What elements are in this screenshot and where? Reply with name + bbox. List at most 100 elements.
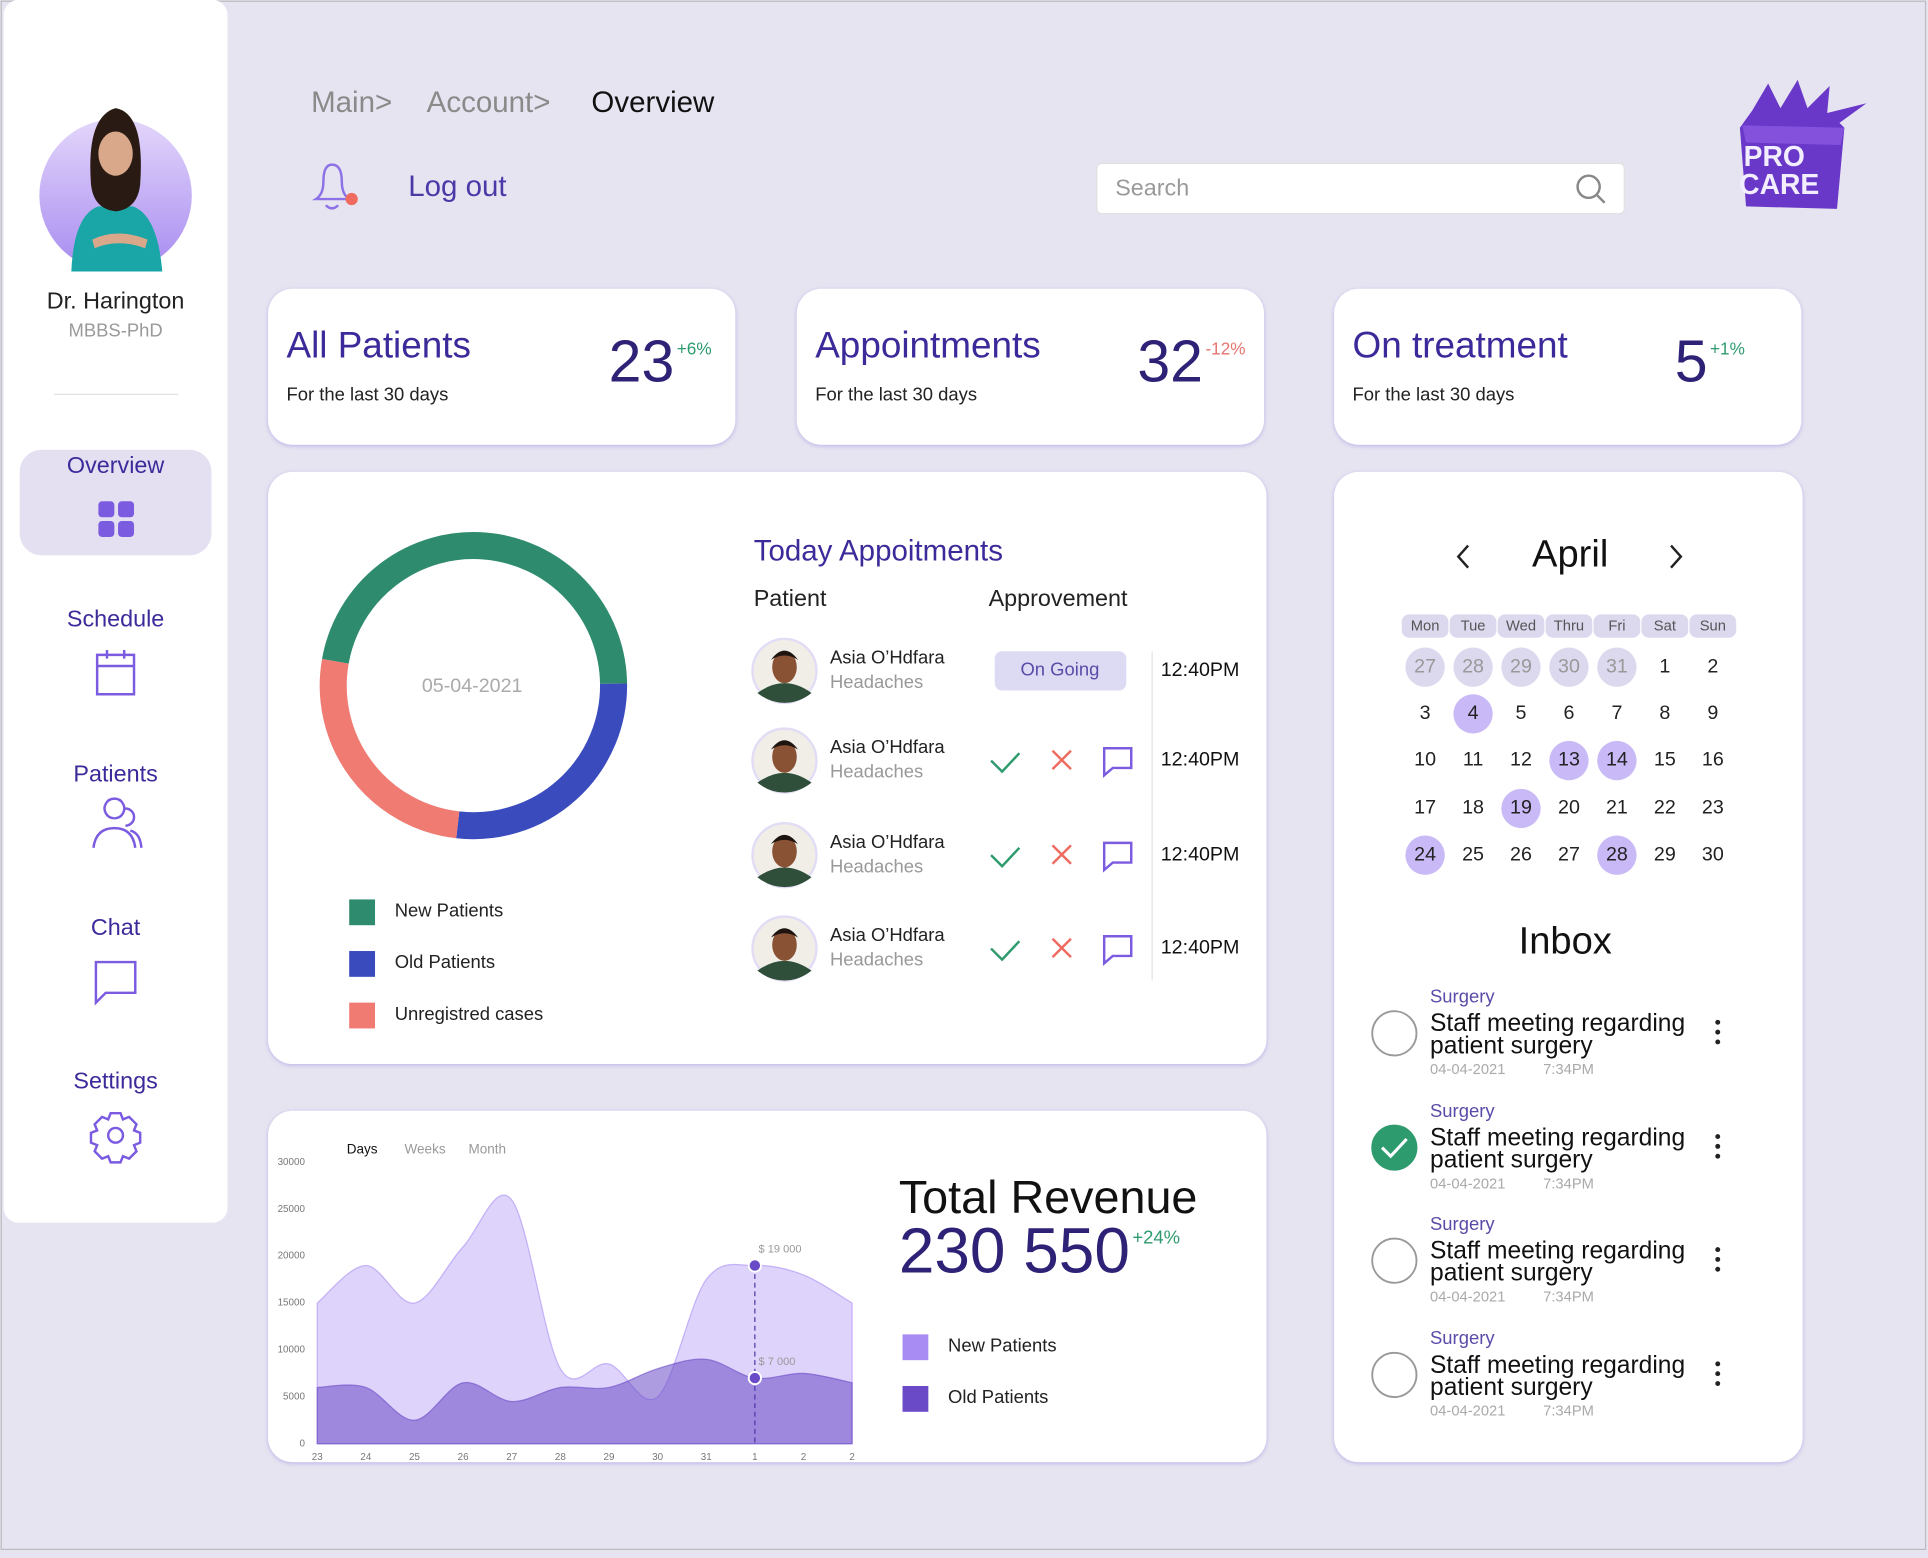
- menu-dot[interactable]: [1715, 1381, 1721, 1386]
- day[interactable]: 19: [1510, 797, 1532, 819]
- day[interactable]: 3: [1420, 702, 1431, 724]
- day[interactable]: 6: [1563, 702, 1574, 724]
- x-tick-label: 24: [360, 1452, 371, 1463]
- avatar-hair: [770, 650, 799, 660]
- calendar-card: [1334, 471, 1803, 1463]
- day[interactable]: 26: [1510, 843, 1532, 865]
- approve-button[interactable]: [990, 846, 1021, 869]
- menu-dot[interactable]: [1715, 1247, 1721, 1253]
- inbox-subject: patient surgery: [1430, 1260, 1593, 1287]
- period-tab[interactable]: Month: [468, 1142, 506, 1157]
- day[interactable]: 27: [1558, 843, 1580, 865]
- nav-icon: [89, 1111, 142, 1164]
- menu-dot[interactable]: [1715, 1371, 1721, 1377]
- logo-text: PRO: [1744, 140, 1805, 172]
- bell-icon[interactable]: [311, 163, 358, 210]
- day[interactable]: 27: [1414, 655, 1436, 677]
- patient-name: Asia O’Hdfara: [830, 924, 945, 945]
- day[interactable]: 1: [1659, 655, 1670, 677]
- status-circle[interactable]: [1371, 1237, 1418, 1284]
- reject-button[interactable]: [1051, 749, 1072, 771]
- day[interactable]: 21: [1606, 797, 1628, 819]
- day[interactable]: 25: [1462, 843, 1484, 865]
- day[interactable]: 11: [1463, 749, 1483, 771]
- menu-dot[interactable]: [1715, 1256, 1721, 1262]
- day[interactable]: 30: [1558, 655, 1580, 677]
- nav-item[interactable]: Chat: [91, 914, 141, 1006]
- menu-dot[interactable]: [1715, 1039, 1721, 1045]
- day[interactable]: 14: [1606, 749, 1628, 771]
- period-tab[interactable]: Days: [347, 1142, 378, 1157]
- weekday-bg: [1449, 614, 1497, 638]
- nav-item[interactable]: Settings: [73, 1068, 158, 1164]
- search-box[interactable]: [1096, 162, 1625, 215]
- breadcrumb[interactable]: Overview: [591, 86, 715, 119]
- menu-dot[interactable]: [1715, 1361, 1721, 1367]
- status-circle[interactable]: [1371, 1351, 1418, 1398]
- approve-button[interactable]: [990, 752, 1021, 774]
- inbox-time: 7:34PM: [1543, 1176, 1594, 1192]
- day[interactable]: 10: [1414, 749, 1436, 771]
- day[interactable]: 28: [1462, 655, 1484, 677]
- day[interactable]: 17: [1414, 797, 1436, 819]
- day[interactable]: 30: [1702, 843, 1724, 865]
- reject-button[interactable]: [1051, 937, 1072, 959]
- period-tab[interactable]: Weeks: [405, 1142, 446, 1157]
- day[interactable]: 8: [1659, 702, 1670, 724]
- day-highlight: [1597, 835, 1637, 875]
- appointment-time: 12:40PM: [1161, 659, 1240, 681]
- day[interactable]: 13: [1558, 749, 1580, 771]
- day-bg: [1453, 647, 1493, 687]
- day[interactable]: 7: [1611, 702, 1622, 724]
- day[interactable]: 20: [1558, 797, 1580, 819]
- nav-item[interactable]: Schedule: [67, 606, 164, 696]
- next-month[interactable]: [1670, 544, 1683, 569]
- stat-title: Appointments: [815, 324, 1040, 365]
- message-button[interactable]: [1102, 935, 1133, 966]
- day[interactable]: 2: [1707, 655, 1718, 677]
- nav-item[interactable]: Patients: [73, 760, 158, 848]
- reject-button[interactable]: [1051, 844, 1072, 865]
- weekday-bg: [1689, 614, 1737, 638]
- x-tick-label: 27: [506, 1452, 517, 1463]
- stat-card: [268, 288, 736, 445]
- breadcrumb[interactable]: Account>: [427, 86, 551, 119]
- nav-item[interactable]: Overview: [19, 449, 212, 556]
- day[interactable]: 24: [1414, 843, 1436, 865]
- day[interactable]: 5: [1516, 702, 1527, 724]
- menu-dot[interactable]: [1715, 1134, 1721, 1140]
- breadcrumb[interactable]: Main>: [311, 86, 392, 119]
- day[interactable]: 9: [1707, 702, 1718, 724]
- nav-icon: [95, 649, 136, 696]
- menu-dot[interactable]: [1715, 1153, 1721, 1159]
- revenue-total: 230 550: [899, 1215, 1130, 1287]
- status-circle[interactable]: [1371, 1124, 1418, 1171]
- day[interactable]: 4: [1468, 702, 1479, 724]
- day[interactable]: 12: [1510, 749, 1532, 771]
- day[interactable]: 29: [1510, 655, 1532, 677]
- stat-value: 32: [1137, 329, 1203, 395]
- day[interactable]: 16: [1702, 749, 1724, 771]
- day[interactable]: 29: [1654, 843, 1676, 865]
- status-circle[interactable]: [1371, 1010, 1418, 1057]
- menu-dot[interactable]: [1715, 1143, 1721, 1149]
- day[interactable]: 28: [1606, 843, 1628, 865]
- day[interactable]: 15: [1654, 749, 1676, 771]
- day[interactable]: 23: [1702, 797, 1724, 819]
- prev-month[interactable]: [1456, 544, 1470, 569]
- check-icon: [1380, 1137, 1408, 1159]
- x-tick-label: 2: [849, 1452, 854, 1463]
- menu-dot[interactable]: [1715, 1266, 1721, 1272]
- day[interactable]: 18: [1462, 797, 1484, 819]
- menu-dot[interactable]: [1715, 1029, 1721, 1035]
- logout[interactable]: Log out: [408, 170, 506, 203]
- approve-button[interactable]: [990, 940, 1021, 962]
- day[interactable]: 31: [1606, 655, 1628, 677]
- stat-subtitle: For the last 30 days: [1353, 384, 1515, 405]
- menu-dot[interactable]: [1715, 1019, 1721, 1025]
- message-button[interactable]: [1102, 747, 1133, 778]
- search-icon[interactable]: [1576, 174, 1606, 204]
- message-button[interactable]: [1102, 841, 1133, 873]
- day[interactable]: 22: [1654, 797, 1676, 819]
